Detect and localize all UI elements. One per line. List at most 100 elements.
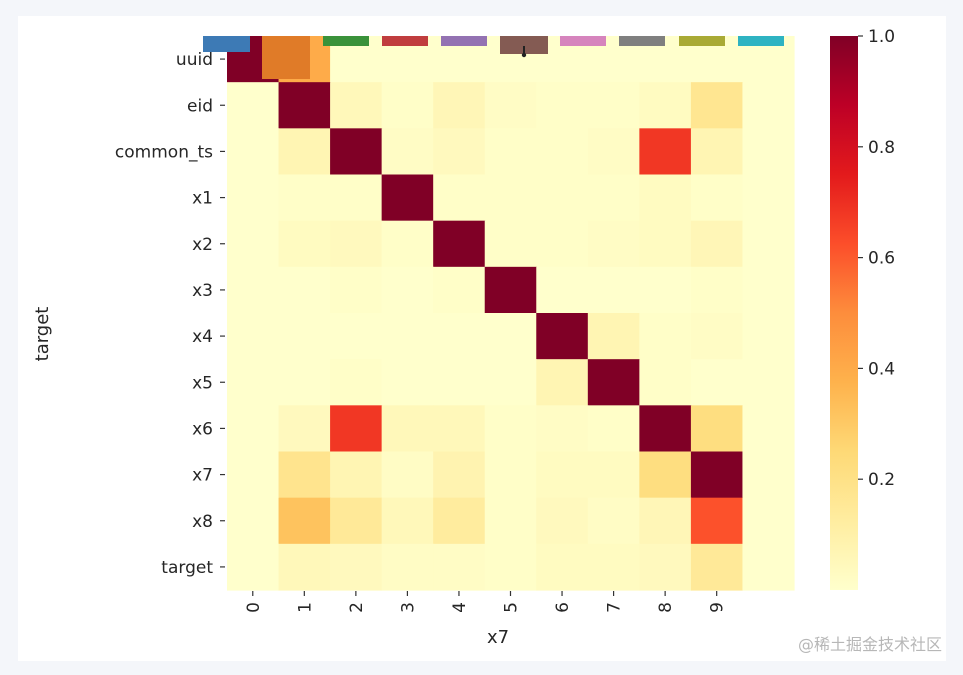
heatmap-cell (381, 82, 434, 129)
heatmap-cell (587, 497, 640, 545)
x-tick-label: 9 (708, 602, 728, 613)
heatmap-cell (278, 497, 331, 545)
heatmap-cell (330, 405, 383, 453)
colorbar-tick-label: 0.4 (868, 359, 895, 379)
heatmap-cell (227, 174, 280, 222)
heatmap-cell (587, 359, 640, 406)
heatmap-cell (381, 220, 434, 268)
heatmap-cell (227, 313, 280, 360)
heatmap-cell (587, 82, 640, 129)
watermark: @稀土掘金技术社区 (798, 635, 942, 654)
heatmap-cell (587, 543, 640, 591)
heatmap-cell (742, 128, 795, 176)
heatmap-cell (484, 128, 537, 176)
heatmap-cell (639, 128, 692, 176)
y-tick-label: x2 (192, 235, 213, 255)
x-tick-label: 7 (605, 602, 625, 613)
y-tick-label: x3 (192, 281, 213, 301)
y-tick-label: uuid (176, 50, 213, 70)
heatmap-cell (433, 128, 486, 176)
heatmap-cell (536, 405, 589, 453)
heatmap-cell (381, 359, 434, 406)
colorbar-tick-label: 0.2 (868, 470, 895, 490)
y-tick-label: x4 (192, 327, 213, 347)
heatmap-cell (227, 82, 280, 129)
y-tick-label: eid (187, 96, 213, 116)
heatmap-cell (742, 82, 795, 129)
colorbar (830, 36, 858, 590)
y-tick-label: x1 (192, 189, 213, 209)
y-tick-label: x6 (192, 419, 213, 439)
x-tick-label: 4 (450, 602, 470, 613)
heatmap-cell (536, 543, 589, 591)
colorbar-tick-label: 0.6 (868, 249, 895, 269)
heatmap-cell (536, 266, 589, 314)
heatmap-cell (330, 266, 383, 314)
heatmap-cell (484, 174, 537, 222)
heatmap-cell (484, 313, 537, 360)
heatmap-cell (330, 543, 383, 591)
x-tick-label: 8 (656, 602, 676, 613)
heatmap-cell (484, 405, 537, 453)
overlay-bar (619, 36, 665, 46)
heatmap-cell (536, 174, 589, 222)
heatmap-cell (278, 220, 331, 268)
heatmap-cell (742, 405, 795, 453)
heatmap-cell (381, 313, 434, 360)
heatmap-cell (227, 220, 280, 268)
heatmap-cell (742, 313, 795, 360)
heatmap-cell (536, 359, 589, 406)
heatmap-cell (330, 313, 383, 360)
heatmap-cell (742, 451, 795, 499)
overlay-bar (323, 36, 369, 46)
heatmap-cell (484, 220, 537, 268)
heatmap-cell (227, 128, 280, 176)
heatmap-cell (742, 359, 795, 406)
heatmap-cell (330, 359, 383, 406)
heatmap-cell (690, 82, 744, 129)
heatmap-cell (536, 497, 589, 545)
heatmap-cell (278, 128, 331, 176)
x-tick-label: 0 (244, 602, 264, 613)
heatmap-cell (690, 313, 744, 360)
overlay-bar (679, 36, 725, 46)
overlay-bar (382, 36, 428, 46)
heatmap-cell (381, 405, 434, 453)
heatmap-cell (227, 497, 280, 545)
heatmap-cell (278, 82, 331, 129)
heatmap-cell (639, 220, 692, 268)
heatmap-cell (484, 451, 537, 499)
heatmap-cell (639, 451, 692, 499)
colorbar-tick-label: 1.0 (868, 27, 895, 47)
heatmap-cell (484, 497, 537, 545)
heatmap-cell (381, 174, 434, 222)
y-tick-label: x8 (192, 512, 213, 532)
heatmap-cell (330, 497, 383, 545)
y-tick-label: common_ts (115, 142, 213, 162)
correlation-heatmap: uuid eid common_ts x1 x2 x3 x4 x5 x6 x7 x8 target 0… (32, 27, 942, 654)
heatmap-cell (278, 266, 331, 314)
heatmap-cell (381, 128, 434, 176)
y-tick-label: x7 (192, 466, 213, 486)
heatmap-cell (433, 220, 486, 268)
x-axis-label: x7 (487, 627, 509, 648)
x-tick-label: 2 (347, 602, 367, 613)
heatmap-cell (484, 543, 537, 591)
overlay-error-dot (521, 52, 527, 58)
heatmap-cell (536, 82, 589, 129)
heatmap-cell (536, 451, 589, 499)
heatmap-cell (587, 128, 640, 176)
y-axis: uuid eid common_ts x1 x2 x3 x4 x5 x6 x7 x8 target (115, 50, 225, 578)
heatmap-cell (639, 174, 692, 222)
overlay-bar (560, 36, 606, 46)
heatmap-cell (742, 266, 795, 314)
heatmap-cell (330, 451, 383, 499)
heatmap-cell (690, 451, 744, 499)
y-axis-label: target (32, 307, 53, 362)
y-tick-label: target (161, 558, 213, 578)
heatmap-cell (587, 266, 640, 314)
heatmap-cells (227, 36, 795, 591)
heatmap-cell (639, 266, 692, 314)
heatmap-cell (278, 405, 331, 453)
overlay-bar (441, 36, 487, 46)
